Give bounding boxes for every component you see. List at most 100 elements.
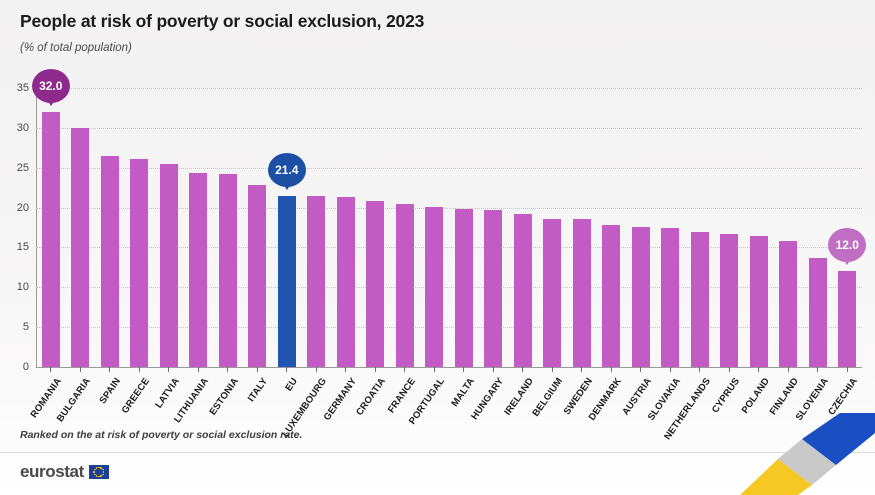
x-tick-slovakia [669,367,671,372]
chart-subtitle: (% of total population) [20,42,132,54]
x-tick-poland [758,367,760,372]
gridline-10 [36,287,862,289]
x-tick-austria [640,367,642,372]
bar-cyprus[interactable] [720,233,739,367]
ribbon-svg [740,413,875,495]
x-tick-czechia [846,367,848,372]
y-tick-label-35: 35 [16,82,29,94]
gridline-15 [36,247,862,249]
x-axis-label-france: FRANCE [385,376,418,416]
bar-czechia[interactable] [838,271,857,367]
x-tick-estonia [227,367,229,372]
x-tick-denmark [610,367,612,372]
bar-finland[interactable] [779,241,798,367]
bar-latvia[interactable] [159,163,178,367]
gridline-20 [36,207,862,209]
gridline-0 [36,367,862,368]
y-tick-label-15: 15 [16,241,29,254]
bar-luxembourg[interactable] [307,196,326,367]
bar-malta[interactable] [454,209,473,367]
y-tick-label-30: 30 [16,121,29,134]
callout-value: 12.0 [835,238,859,253]
x-tick-hungary [492,367,494,372]
x-tick-finland [787,367,789,372]
x-axis-label-italy: ITALY [246,376,271,404]
x-tick-belgium [551,367,553,372]
bar-italy[interactable] [248,185,267,367]
bar-belgium[interactable] [543,218,562,367]
x-tick-spain [109,367,111,372]
bar-spain[interactable] [100,155,119,367]
bar-poland[interactable] [749,236,768,367]
eurostat-logo: eurostat [20,462,109,482]
callout-eu: 21.4 [267,153,306,188]
y-axis-line [36,88,37,368]
bar-chart-plot: 0 5 10 15 20 25 30 35 ROMANIA BULGARIA SPAIN GREEC… [17,68,867,442]
corner-ribbon-graphic [740,413,875,495]
x-axis-label-malta: MALTA [449,376,477,409]
x-tick-greece [138,367,140,372]
bar-romania[interactable] [41,111,60,367]
y-tick-label-0: 0 [22,361,29,373]
bar-slovenia[interactable] [808,257,827,367]
callout-romania: 32.0 [31,68,70,103]
x-axis-label-greece: GREECE [119,376,153,416]
page-title: People at risk of poverty or social excl… [20,11,425,31]
bar-eu[interactable] [277,196,296,367]
x-tick-ireland [522,367,524,372]
footer-divider [0,452,875,453]
x-tick-portugal [433,367,435,372]
bar-austria[interactable] [631,226,650,367]
x-axis-label-croatia: CROATIA [354,376,389,418]
bar-france[interactable] [395,204,414,367]
gridline-30 [36,127,862,129]
x-tick-luxembourg [315,367,317,372]
gridline-35 [36,88,862,89]
x-tick-latvia [168,367,170,372]
y-tick-label-5: 5 [22,321,29,334]
y-tick-label-25: 25 [16,161,29,174]
callout-value: 21.4 [275,163,299,178]
bar-lithuania[interactable] [189,173,208,367]
x-tick-sweden [581,367,583,372]
eurostat-wordmark: eurostat [20,462,84,481]
callout-czechia: 12.0 [828,228,867,263]
x-axis-label-eu: EU [283,376,300,394]
gridline-25 [36,167,862,169]
bar-slovakia[interactable] [661,227,680,367]
eu-flag-icon [88,465,109,479]
x-axis-label-cyprus: CYPRUS [710,376,743,416]
bar-hungary[interactable] [484,209,503,367]
bar-estonia[interactable] [218,174,237,367]
bar-portugal[interactable] [425,206,444,367]
gridline-5 [36,327,862,329]
bar-sweden[interactable] [572,218,591,367]
bar-netherlands[interactable] [690,232,709,367]
x-tick-romania [50,367,52,372]
y-tick-label-10: 10 [16,281,29,294]
callout-value: 32.0 [39,78,63,93]
bar-croatia[interactable] [366,201,385,367]
footnote: Ranked on the at risk of poverty or soci… [20,429,303,441]
x-tick-germany [345,367,347,372]
bar-denmark[interactable] [602,225,621,367]
x-tick-bulgaria [79,367,81,372]
x-tick-france [404,367,406,372]
x-axis-label-czechia: CZECHIA [826,376,861,418]
bar-ireland[interactable] [513,213,532,367]
x-tick-eu [286,367,288,372]
bar-germany[interactable] [336,197,355,367]
x-tick-slovenia [817,367,819,372]
x-tick-lithuania [197,367,199,372]
x-tick-malta [463,367,465,372]
x-axis-label-estonia: ESTONIA [207,376,241,418]
x-tick-croatia [374,367,376,372]
bar-bulgaria[interactable] [71,127,90,367]
bar-greece[interactable] [130,158,149,367]
x-axis-label-latvia: LATVIA [153,376,182,411]
y-tick-label-20: 20 [16,201,29,214]
x-tick-italy [256,367,258,372]
x-tick-cyprus [728,367,730,372]
x-tick-netherlands [699,367,701,372]
